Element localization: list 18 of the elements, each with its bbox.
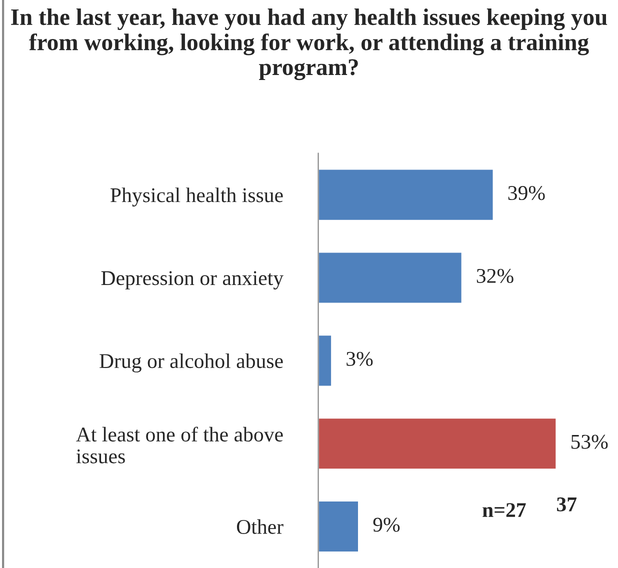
- y-tick-label: Other: [236, 519, 284, 534]
- bar: [318, 334, 332, 388]
- annotation: n=27: [482, 503, 526, 517]
- bar: [318, 500, 360, 553]
- data-label: 9%: [373, 518, 400, 532]
- y-tick-label: At least one of the above issues: [76, 426, 283, 464]
- y-tick-label: Depression or anxiety: [101, 271, 284, 290]
- text: 37: [556, 497, 577, 512]
- chart-title: In the last year, have you had any health issues keeping you from working, looking for work, or attending a training program?: [11, 8, 608, 80]
- data-label: 3%: [346, 352, 373, 366]
- data-label: 39%: [508, 186, 545, 200]
- data-label: 32%: [476, 268, 514, 284]
- bar: [318, 417, 558, 470]
- y-tick-label: Physical health issue: [110, 188, 283, 207]
- y-tick-label: Drug or alcohol abuse: [100, 353, 283, 372]
- data-label: 53%: [571, 434, 608, 449]
- bar: [318, 251, 463, 304]
- bar: [318, 168, 494, 222]
